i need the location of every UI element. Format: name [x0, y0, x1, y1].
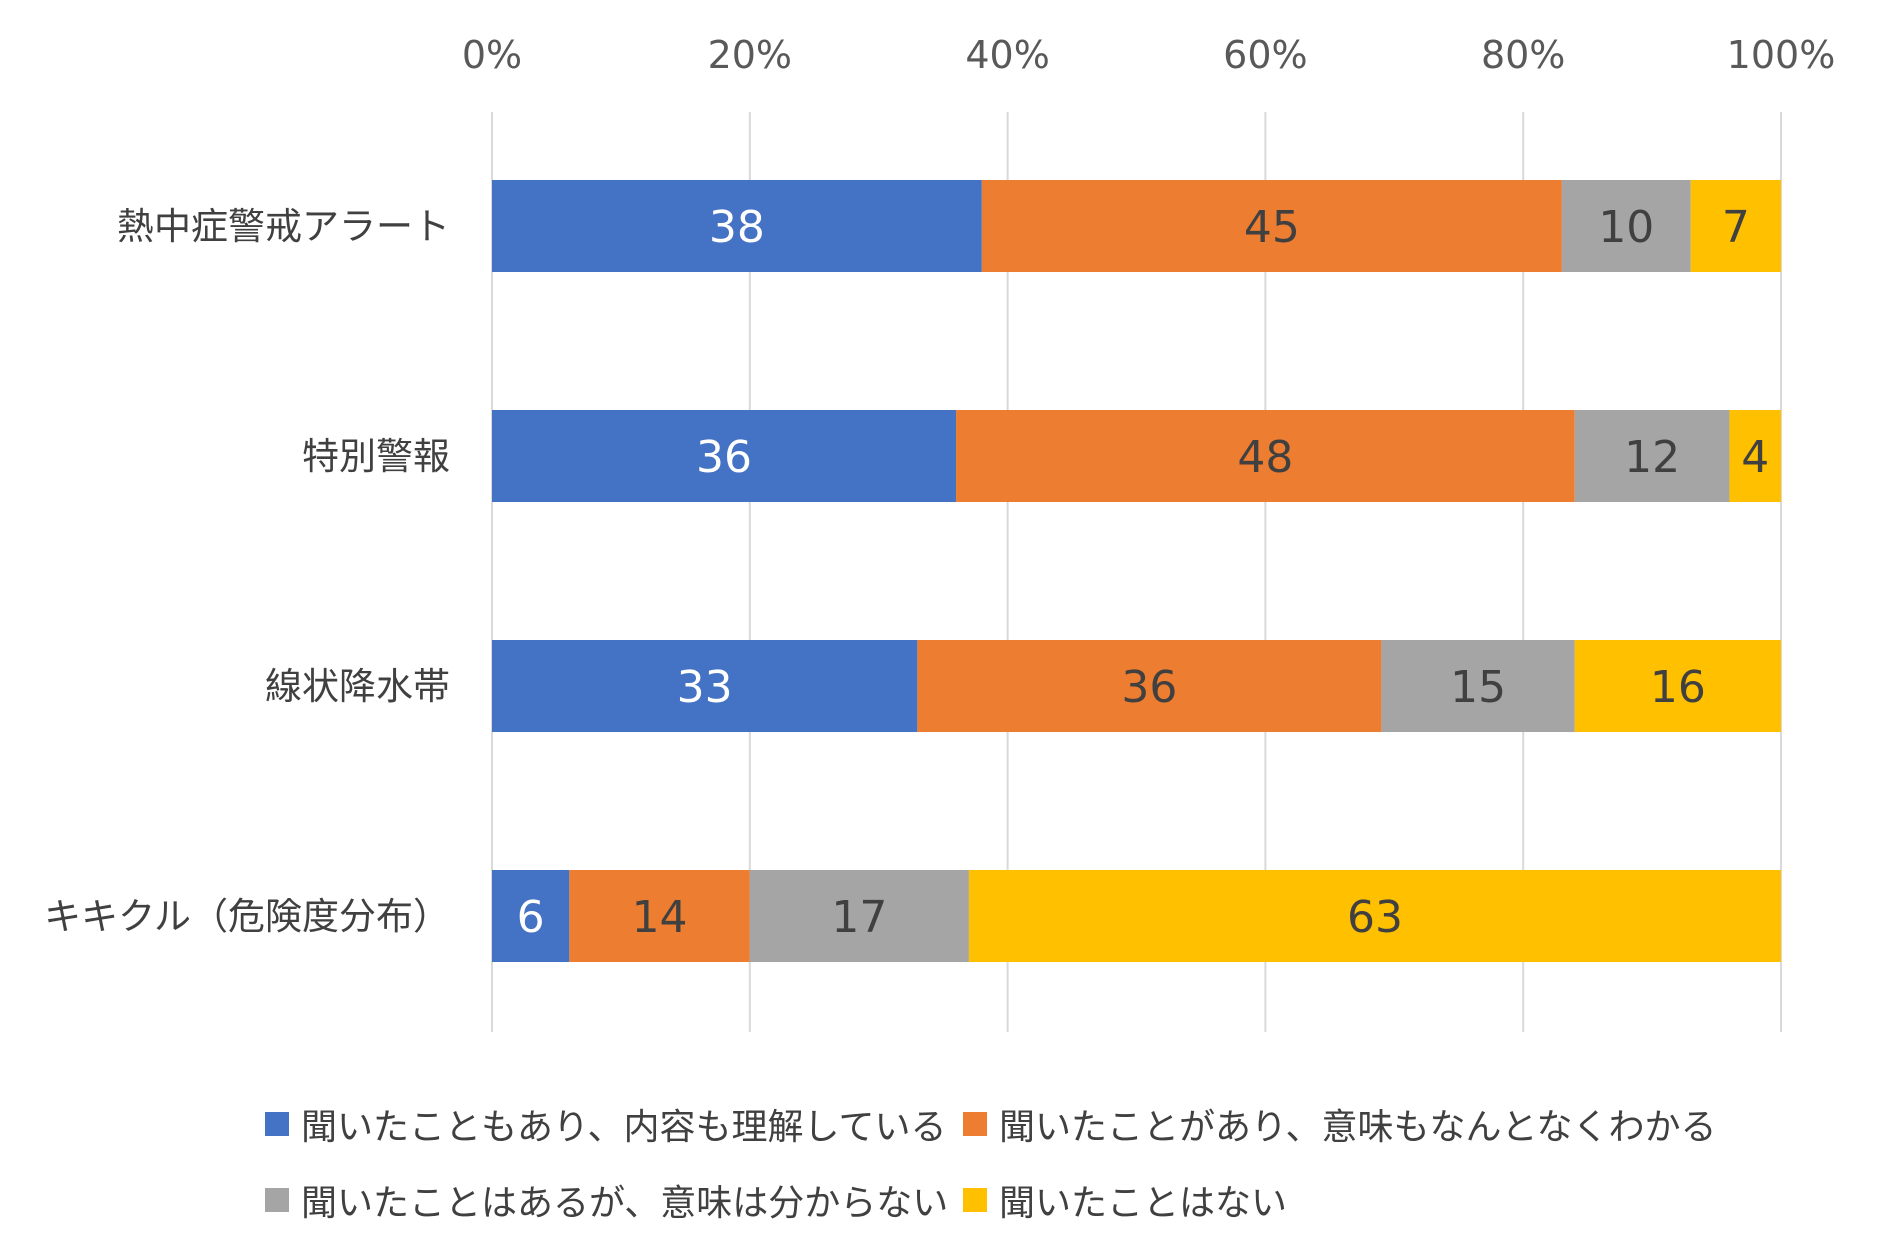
data-label-0-3: 7 — [1722, 202, 1750, 253]
bar-segment-1-0 — [492, 410, 957, 502]
category-label-0: 熱中症警戒アラート — [117, 205, 450, 248]
bar-segment-1-3 — [1729, 410, 1781, 502]
category-label-3: キキクル（危険度分布） — [44, 895, 450, 938]
x-tick-label-0: 0% — [462, 33, 522, 77]
bar-segment-3-0 — [492, 870, 570, 962]
category-label-1: 特別警報 — [302, 435, 450, 478]
x-tick-label-3: 60% — [1223, 33, 1307, 77]
bar-segment-1-2 — [1574, 410, 1730, 502]
bar-segment-0-3 — [1690, 180, 1781, 272]
bar-segment-2-0 — [492, 640, 918, 732]
data-label-3-2: 17 — [831, 892, 887, 943]
data-label-3-3: 63 — [1347, 892, 1403, 943]
data-label-1-2: 12 — [1624, 432, 1680, 483]
bar-segment-2-1 — [917, 640, 1382, 732]
bar-segment-0-1 — [981, 180, 1562, 272]
data-label-3-1: 14 — [632, 892, 688, 943]
data-label-0-0: 38 — [709, 202, 765, 253]
data-label-0-2: 10 — [1598, 202, 1654, 253]
data-label-3-0: 6 — [517, 892, 545, 943]
data-label-1-3: 4 — [1741, 432, 1769, 483]
bar-segment-0-2 — [1561, 180, 1691, 272]
data-label-1-1: 48 — [1237, 432, 1293, 483]
bar-segment-3-2 — [749, 870, 969, 962]
data-label-2-0: 33 — [677, 662, 733, 713]
bar-segment-3-1 — [569, 870, 750, 962]
x-tick-label-2: 40% — [965, 33, 1049, 77]
bar-segments — [492, 180, 1781, 962]
data-label-0-1: 45 — [1244, 202, 1300, 253]
bar-segment-1-1 — [956, 410, 1575, 502]
bar-segment-2-2 — [1381, 640, 1575, 732]
data-label-1-0: 36 — [696, 432, 752, 483]
x-tick-label-5: 100% — [1727, 33, 1836, 77]
x-axis-ticks: 0% 20% 40% 60% 80% 100% — [462, 33, 1835, 77]
data-label-2-3: 16 — [1650, 662, 1706, 713]
data-labels: 38 45 10 7 36 48 12 4 33 36 15 16 6 14 17 63 — [517, 202, 1770, 943]
bar-segment-3-3 — [968, 870, 1781, 962]
bar-segment-2-3 — [1574, 640, 1781, 732]
category-label-2: 線状降水帯 — [265, 665, 450, 708]
x-tick-label-1: 20% — [708, 33, 792, 77]
data-label-2-1: 36 — [1121, 662, 1177, 713]
x-tick-label-4: 80% — [1481, 33, 1565, 77]
bar-segment-0-0 — [492, 180, 982, 272]
data-label-2-2: 15 — [1450, 662, 1506, 713]
